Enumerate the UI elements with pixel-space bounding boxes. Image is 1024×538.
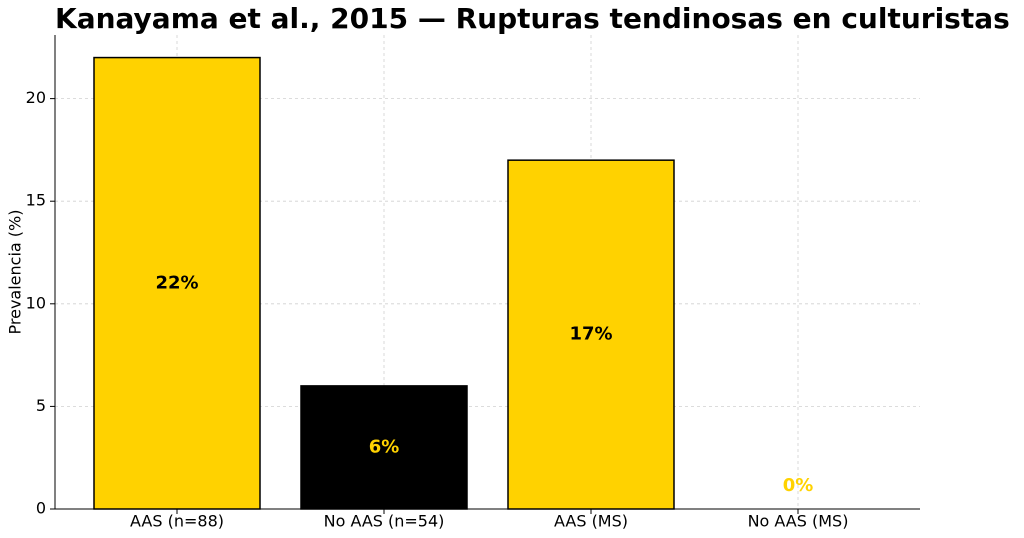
value-label: 6% bbox=[369, 436, 400, 457]
bar bbox=[300, 385, 468, 510]
y-tick-label: 5 bbox=[36, 396, 46, 415]
value-label: 0% bbox=[783, 475, 814, 496]
chart-title: Kanayama et al., 2015 — Rupturas tendino… bbox=[55, 2, 1010, 35]
y-axis-label: Prevalencia (%) bbox=[6, 210, 25, 335]
y-tick-label: 20 bbox=[26, 88, 46, 107]
x-tick-label: AAS (MS) bbox=[554, 512, 628, 531]
y-tick-label: 10 bbox=[26, 293, 46, 312]
value-label: 17% bbox=[569, 324, 612, 345]
bar bbox=[507, 159, 675, 510]
x-tick-label: No AAS (MS) bbox=[748, 512, 849, 531]
y-tick-label: 15 bbox=[26, 191, 46, 210]
x-tick-label: AAS (n=88) bbox=[130, 512, 224, 531]
bar bbox=[93, 56, 261, 510]
value-label: 22% bbox=[155, 272, 198, 293]
x-tick-label: No AAS (n=54) bbox=[324, 512, 445, 531]
y-tick-label: 0 bbox=[36, 499, 46, 518]
